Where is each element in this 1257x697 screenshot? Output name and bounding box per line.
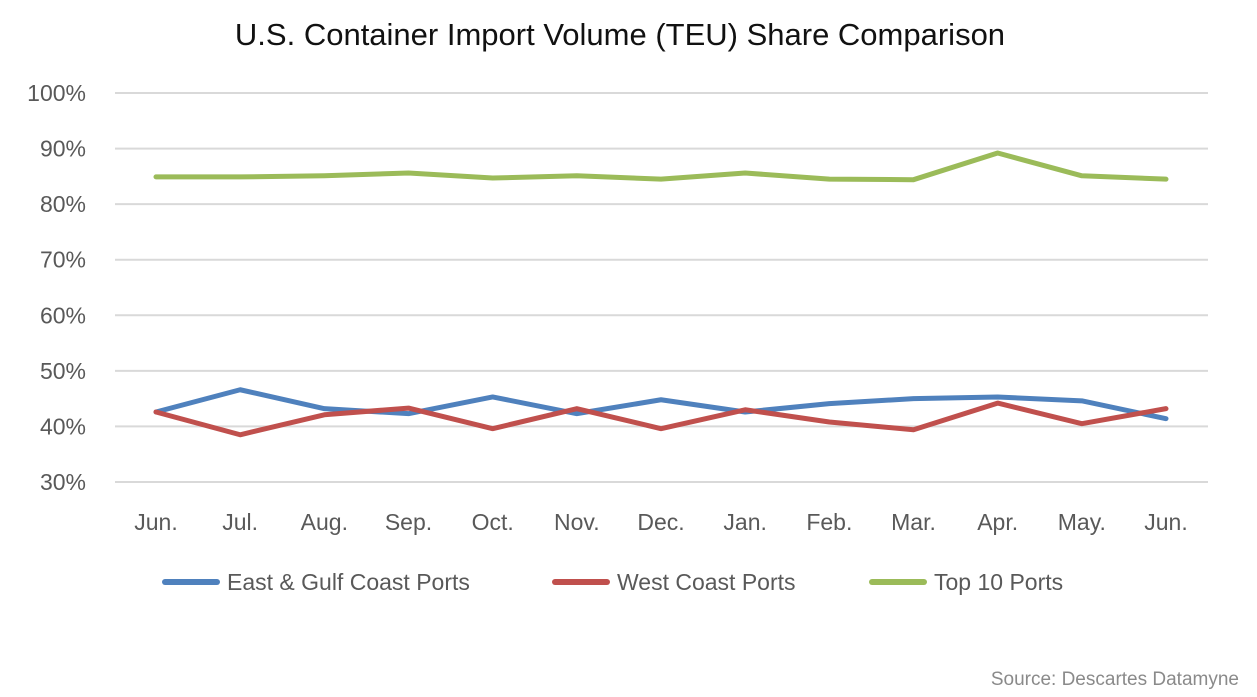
series-line-top-10-ports — [153, 150, 1169, 183]
series-line-east-gulf-coast-ports — [153, 387, 1169, 422]
x-tick-label: Apr. — [977, 509, 1018, 535]
x-tick-label: Aug. — [301, 509, 348, 535]
x-tick-label: Nov. — [554, 509, 600, 535]
y-tick-label: 60% — [40, 302, 86, 328]
chart-title: U.S. Container Import Volume (TEU) Share… — [235, 17, 1005, 52]
x-tick-label: May. — [1058, 509, 1106, 535]
y-tick-label: 40% — [40, 413, 86, 439]
legend-label: West Coast Ports — [617, 569, 796, 595]
source-note: Source: Descartes Datamyne — [990, 669, 1239, 690]
legend-label: East & Gulf Coast Ports — [227, 569, 470, 595]
y-tick-label: 70% — [40, 247, 86, 273]
series-line-west-coast-ports — [153, 400, 1169, 438]
y-tick-label: 30% — [40, 469, 86, 495]
x-tick-label: Jun. — [134, 509, 177, 535]
x-tick-label: Mar. — [891, 509, 936, 535]
x-tick-label: Jul. — [222, 509, 258, 535]
y-tick-label: 50% — [40, 358, 86, 384]
x-tick-label: Oct. — [472, 509, 514, 535]
legend-label: Top 10 Ports — [934, 569, 1063, 595]
x-tick-label: Dec. — [637, 509, 684, 535]
y-tick-label: 80% — [40, 191, 86, 217]
y-tick-label: 100% — [27, 80, 86, 106]
x-tick-label: Jan. — [723, 509, 766, 535]
x-tick-label: Sep. — [385, 509, 432, 535]
y-tick-label: 90% — [40, 136, 86, 162]
x-tick-label: Jun. — [1144, 509, 1187, 535]
x-tick-label: Feb. — [806, 509, 852, 535]
